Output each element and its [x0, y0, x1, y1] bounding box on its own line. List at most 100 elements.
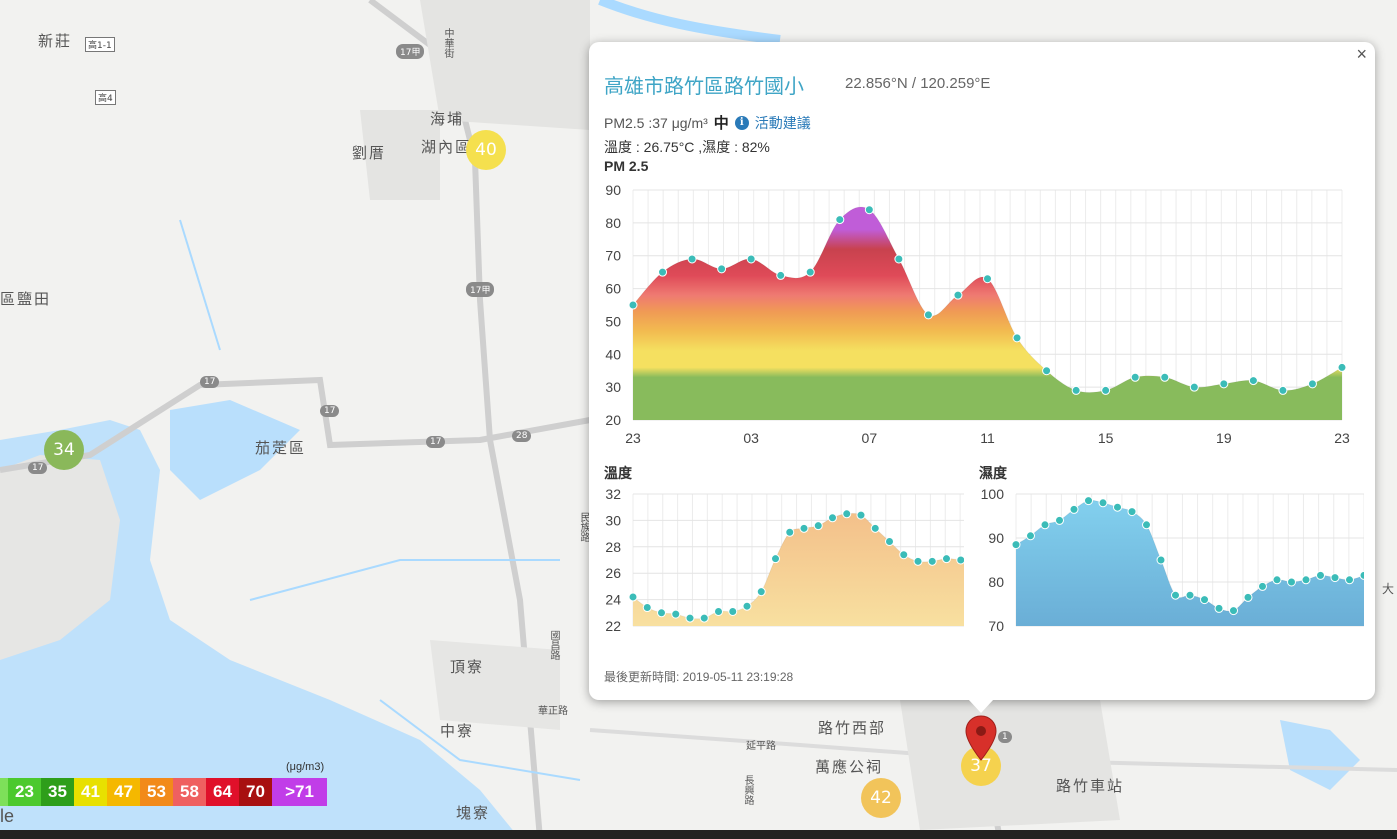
map-pin-icon[interactable]: [963, 714, 999, 764]
pm25-point[interactable]: [1189, 382, 1199, 392]
legend-cell-41: 41: [74, 778, 107, 806]
station-marker-42[interactable]: 42: [861, 778, 901, 818]
road-label-17-b: 17: [320, 405, 340, 417]
humidity-point[interactable]: [1156, 555, 1166, 565]
station-marker-40[interactable]: 40: [466, 130, 506, 170]
humidity-point[interactable]: [1229, 606, 1238, 616]
pm25-point[interactable]: [746, 254, 756, 264]
station-marker-37[interactable]: 37: [961, 746, 1001, 786]
temperature-point[interactable]: [856, 510, 866, 520]
info-icon[interactable]: i: [734, 115, 749, 130]
pm25-point[interactable]: [923, 310, 933, 320]
temperature-point[interactable]: [828, 513, 837, 523]
station-marker-34[interactable]: 34: [44, 430, 84, 470]
pm25-point[interactable]: [1278, 385, 1288, 395]
pm25-point[interactable]: [864, 205, 874, 215]
temperature-point[interactable]: [756, 587, 766, 597]
humidity-point[interactable]: [1258, 581, 1267, 591]
pm25-point[interactable]: [835, 215, 845, 225]
temperature-point[interactable]: [728, 606, 738, 616]
temperature-point[interactable]: [942, 554, 951, 564]
humidity-ytick-label: 80: [988, 574, 1004, 590]
temperature-point[interactable]: [956, 555, 964, 565]
humidity-point[interactable]: [1185, 590, 1195, 600]
humidity-point[interactable]: [1330, 573, 1340, 583]
pm25-point[interactable]: [1042, 366, 1052, 376]
activity-advice-link[interactable]: 活動建議: [754, 114, 811, 131]
temperature-point[interactable]: [927, 556, 937, 566]
humidity-point[interactable]: [1084, 496, 1093, 506]
pm25-point[interactable]: [1307, 379, 1317, 389]
pm25-point[interactable]: [983, 274, 992, 284]
humidity-point[interactable]: [1359, 570, 1364, 580]
temperature-ytick-label: 24: [605, 592, 621, 608]
pm25-point[interactable]: [1337, 362, 1347, 372]
humidity-point[interactable]: [1243, 592, 1253, 602]
humidity-point[interactable]: [1316, 570, 1325, 580]
temperature-point[interactable]: [899, 550, 909, 560]
humidity-point[interactable]: [1171, 590, 1180, 600]
humidity-point[interactable]: [1214, 603, 1224, 613]
pm25-point[interactable]: [1071, 385, 1081, 395]
pm25-point[interactable]: [805, 267, 815, 277]
humidity-point[interactable]: [1127, 507, 1137, 517]
pm25-chart: 20 30 40 50 60 70 80 90 23 03 07 11 15 19 23: [605, 182, 1350, 446]
road-label-huazheng: 華正路: [538, 706, 568, 717]
pm25-point[interactable]: [1101, 385, 1111, 395]
temperature-point[interactable]: [628, 592, 638, 602]
pm25-point[interactable]: [776, 270, 786, 280]
pm25-point[interactable]: [1160, 372, 1170, 382]
temperature-point[interactable]: [771, 554, 780, 564]
temperature-point[interactable]: [699, 613, 709, 623]
temperature-point[interactable]: [785, 527, 795, 537]
temperature-point[interactable]: [913, 556, 923, 566]
pm25-point[interactable]: [1219, 379, 1229, 389]
pm25-point[interactable]: [628, 300, 638, 310]
humidity-point[interactable]: [1287, 577, 1296, 587]
road-label-yanping: 延平路: [746, 741, 776, 752]
pm25-point[interactable]: [953, 290, 963, 300]
pm25-point[interactable]: [1012, 333, 1022, 343]
humidity-point[interactable]: [1055, 515, 1064, 525]
temperature-point[interactable]: [842, 509, 852, 519]
humidity-point[interactable]: [1098, 498, 1108, 508]
humidity-point[interactable]: [1026, 531, 1035, 541]
station-title: 高雄市路竹區路竹國小: [604, 76, 804, 98]
pm25-point[interactable]: [658, 267, 668, 277]
map-label-xinzhuang: 新莊: [38, 32, 73, 50]
station-info-popup: × 高雄市路竹區路竹國小 22.856°N / 120.259°E PM2.5 …: [589, 42, 1375, 700]
pm25-point[interactable]: [717, 264, 727, 274]
temperature-point[interactable]: [671, 609, 681, 619]
pm25-point[interactable]: [1130, 372, 1140, 382]
humidity-ytick-label: 100: [981, 486, 1005, 502]
temperature-point[interactable]: [657, 608, 666, 618]
temperature-point[interactable]: [685, 613, 695, 623]
temp-humidity-summary: 溫度 : 26.75°C ,濕度 : 82%: [604, 139, 770, 155]
temperature-point[interactable]: [870, 523, 880, 533]
map-label-haipu: 海埔: [430, 110, 465, 128]
humidity-point[interactable]: [1142, 520, 1151, 530]
temperature-point[interactable]: [813, 521, 823, 531]
humidity-point[interactable]: [1069, 504, 1079, 514]
temperature-point[interactable]: [642, 603, 652, 613]
humidity-point[interactable]: [1011, 540, 1021, 550]
humidity-ytick-label: 70: [988, 618, 1004, 634]
humidity-point[interactable]: [1272, 575, 1282, 585]
humidity-point[interactable]: [1200, 595, 1209, 605]
temperature-chart-title: 溫度: [604, 465, 632, 481]
river: [598, 0, 781, 45]
temperature-point[interactable]: [714, 606, 723, 616]
pm25-point[interactable]: [894, 254, 904, 264]
pm25-point[interactable]: [687, 254, 697, 264]
harbor-water: [0, 420, 520, 839]
temperature-point[interactable]: [799, 523, 809, 533]
pm25-point[interactable]: [1248, 376, 1258, 386]
humidity-point[interactable]: [1040, 520, 1050, 530]
humidity-point[interactable]: [1301, 575, 1311, 585]
humidity-point[interactable]: [1345, 575, 1354, 585]
humidity-point[interactable]: [1113, 502, 1122, 512]
close-button[interactable]: ×: [1356, 44, 1367, 64]
temperature-point[interactable]: [885, 537, 894, 547]
temperature-point[interactable]: [742, 601, 752, 611]
